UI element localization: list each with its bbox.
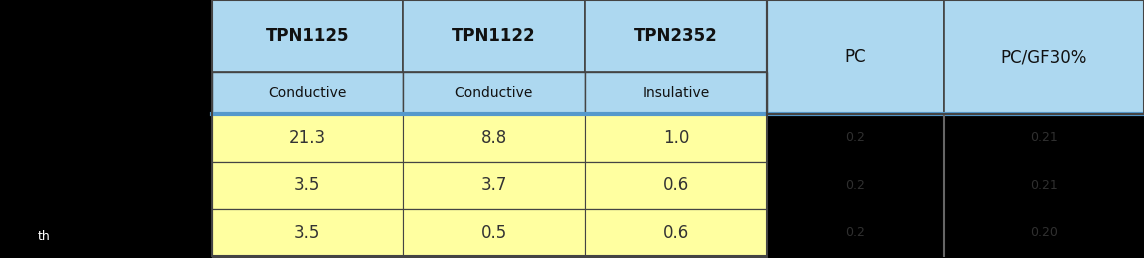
Bar [944,162,1144,209]
Text: 21.3: 21.3 [288,129,326,147]
Text: 0.2: 0.2 [845,131,865,144]
Text: Insulative: Insulative [643,86,709,100]
Bar [403,0,585,72]
Text: 3.5: 3.5 [294,224,320,242]
Bar [403,209,585,256]
Bar [766,114,944,162]
Bar [944,0,1144,114]
Bar [766,0,944,114]
Bar [766,209,944,256]
Text: th: th [38,230,50,243]
Bar [403,72,585,114]
Text: 3.7: 3.7 [480,176,507,194]
Bar [585,72,766,114]
Text: TPN1125: TPN1125 [265,27,349,45]
Text: PC/GF30%: PC/GF30% [1001,48,1087,66]
Bar [212,209,403,256]
Text: TPN2352: TPN2352 [634,27,718,45]
Text: Conductive: Conductive [268,86,347,100]
Bar [403,162,585,209]
Text: 1.0: 1.0 [662,129,689,147]
Bar [585,209,766,256]
Bar [944,209,1144,256]
Bar [766,0,1144,114]
Bar [212,114,403,162]
Text: 0.2: 0.2 [845,179,865,192]
Text: 0.20: 0.20 [1030,226,1058,239]
Bar [212,0,766,256]
Text: 0.6: 0.6 [662,176,689,194]
Text: PC: PC [844,48,866,66]
Text: 0.21: 0.21 [1030,179,1058,192]
Text: 0.5: 0.5 [480,224,507,242]
Bar [212,72,403,114]
Text: Conductive: Conductive [454,86,533,100]
Bar [212,0,403,72]
Bar [585,0,766,72]
Text: 0.21: 0.21 [1030,131,1058,144]
Bar [585,114,766,162]
Text: 8.8: 8.8 [480,129,507,147]
Bar [212,162,403,209]
Text: 0.2: 0.2 [845,226,865,239]
Bar [585,162,766,209]
Text: TPN1122: TPN1122 [452,27,535,45]
Bar [0,0,212,258]
Bar [944,114,1144,162]
Bar [766,162,944,209]
Bar [403,114,585,162]
Text: 3.5: 3.5 [294,176,320,194]
Text: 0.6: 0.6 [662,224,689,242]
